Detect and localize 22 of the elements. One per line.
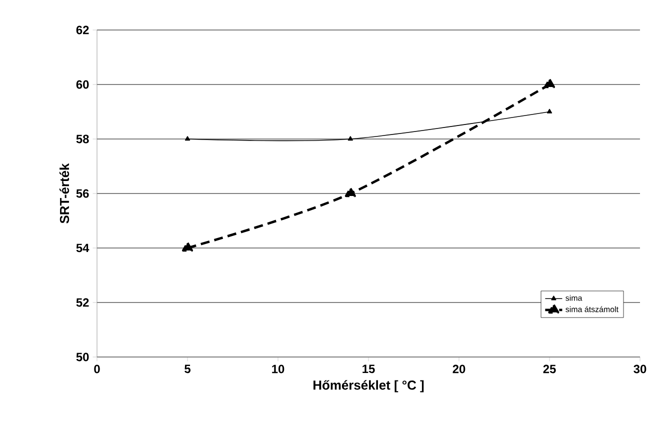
y-tick-label: 50 [76, 352, 89, 362]
x-tick-label: 0 [94, 364, 100, 374]
x-tick-label: 25 [543, 364, 556, 374]
y-tick-label: 58 [76, 134, 89, 144]
x-tick-label: 15 [362, 364, 375, 374]
x-tick-label: 5 [184, 364, 190, 374]
point [544, 78, 556, 88]
point [546, 108, 552, 114]
y-tick-label: 60 [76, 80, 89, 89]
x-tick-label: 20 [452, 364, 466, 374]
x-tick-label: 10 [272, 364, 284, 374]
y-tick-label: 56 [76, 189, 89, 198]
y-tick-label: 62 [76, 26, 89, 34]
point [344, 187, 356, 198]
y-tick-label: 52 [76, 298, 89, 307]
point [184, 136, 190, 141]
x-axis-title: Hőmérséklet [ °C ] [314, 380, 424, 392]
point [348, 136, 353, 141]
y-axis-title: SRT-érték [59, 163, 70, 224]
x-tick-label: 30 [634, 364, 646, 374]
point [182, 242, 194, 252]
y-tick-label: 54 [76, 244, 90, 252]
